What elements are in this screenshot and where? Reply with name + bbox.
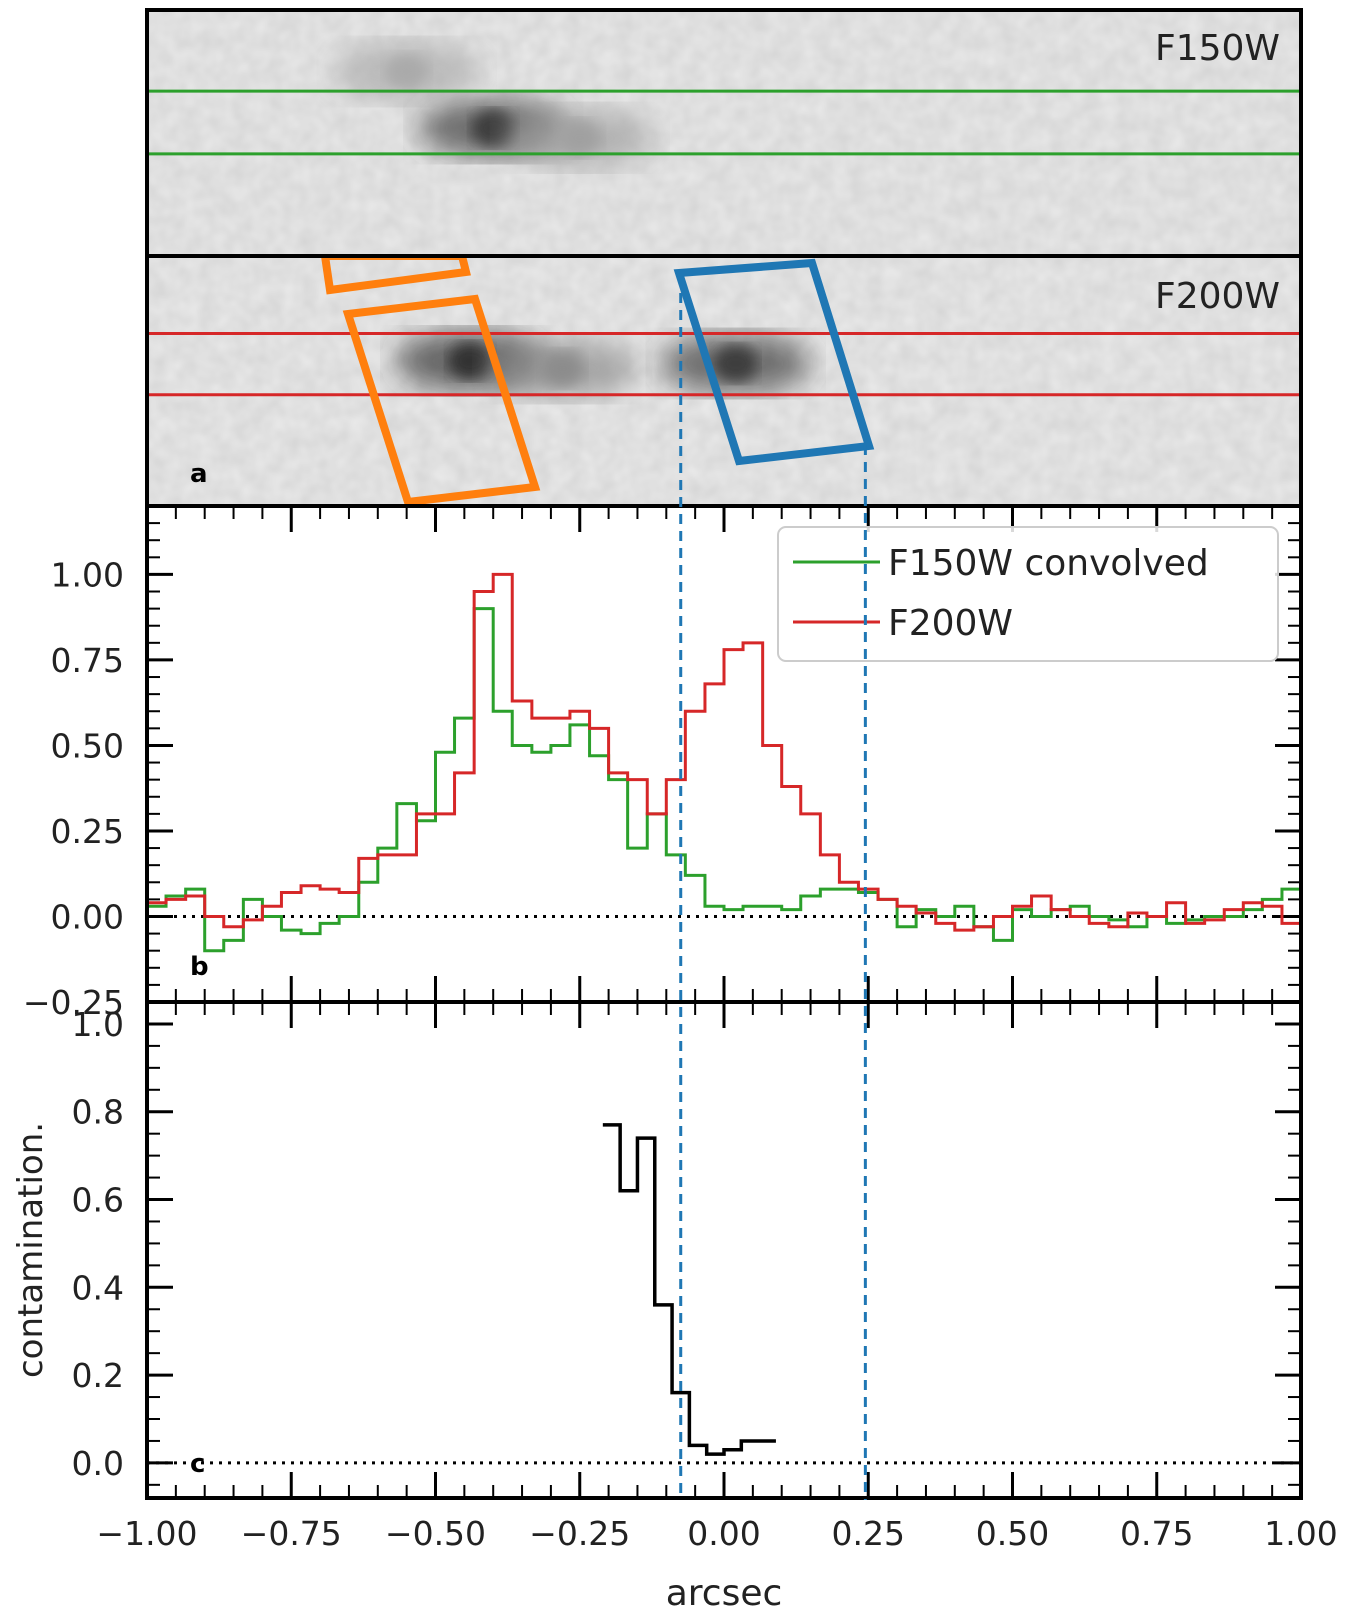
series-f150w-convolved bbox=[147, 607, 1301, 953]
f200w-blob-core-2 bbox=[713, 345, 758, 382]
panel-letter-c: c bbox=[190, 1449, 205, 1479]
orange-aperture-top bbox=[320, 256, 471, 295]
contamination-xtick-label: 0.00 bbox=[687, 1514, 760, 1553]
contamination-ytick-label: 0.2 bbox=[72, 1356, 124, 1395]
contamination-xtick-label: 1.00 bbox=[1264, 1514, 1337, 1553]
contamination-xtick-label: 0.75 bbox=[1120, 1514, 1193, 1553]
f150w-image-panel bbox=[147, 10, 1301, 256]
legend: F150W convolved F200W bbox=[777, 526, 1279, 662]
f200w-label: F200W bbox=[1155, 276, 1280, 317]
contamination-xtick-label: −1.00 bbox=[96, 1514, 197, 1553]
f150w-label: F150W bbox=[1155, 28, 1280, 69]
profile-ytick-label: 0.50 bbox=[51, 726, 124, 765]
profile-ytick-label: 0.75 bbox=[51, 641, 124, 680]
f150w-blob-core-0 bbox=[471, 110, 516, 147]
contamination-xtick-label: 0.50 bbox=[976, 1514, 1049, 1553]
series-f200w bbox=[147, 572, 1301, 932]
legend-label-f150w: F150W convolved bbox=[888, 543, 1209, 584]
f200w-blob-core-0 bbox=[448, 343, 493, 379]
contamination-ytick-label: 1.0 bbox=[72, 1005, 124, 1044]
profile-ytick-label: 0.00 bbox=[51, 897, 124, 936]
profile-ytick-label: 0.25 bbox=[51, 812, 124, 851]
f150w-blob-core-2 bbox=[384, 53, 429, 90]
f150w-blob-core-1 bbox=[557, 119, 602, 156]
f200w-image-panel bbox=[147, 256, 1301, 506]
contamination-ytick-label: 0.4 bbox=[72, 1268, 124, 1307]
panel-letter-b: b bbox=[190, 952, 209, 982]
profile-ytick-label: 1.00 bbox=[51, 555, 124, 594]
profile-ytick-label: −0.25 bbox=[23, 983, 124, 1022]
legend-label-f200w: F200W bbox=[888, 603, 1013, 644]
profile-plot: F150W convolved F200W b bbox=[145, 504, 1303, 1004]
orange-aperture bbox=[342, 294, 541, 506]
contamination-ytick-label: 0.6 bbox=[72, 1181, 124, 1220]
x-axis-label: arcsec bbox=[666, 1573, 783, 1614]
blue-aperture bbox=[673, 258, 875, 466]
contamination-xtick-label: −0.25 bbox=[529, 1514, 630, 1553]
contamination-plot: c contamination. arcsec bbox=[11, 1000, 1303, 1614]
panel-letter-a: a bbox=[190, 459, 208, 489]
contamination-xtick-label: −0.75 bbox=[241, 1514, 342, 1553]
series-contamination bbox=[602, 1123, 776, 1456]
contamination-xtick-label: 0.25 bbox=[832, 1514, 905, 1553]
contamination-ytick-label: 0.0 bbox=[72, 1444, 124, 1483]
f200w-blob-core-1 bbox=[540, 350, 585, 387]
contamination-ytick-label: 0.8 bbox=[72, 1093, 124, 1132]
contamination-xtick-label: −0.50 bbox=[385, 1514, 486, 1553]
y-axis-label: contamination. bbox=[11, 1122, 51, 1378]
